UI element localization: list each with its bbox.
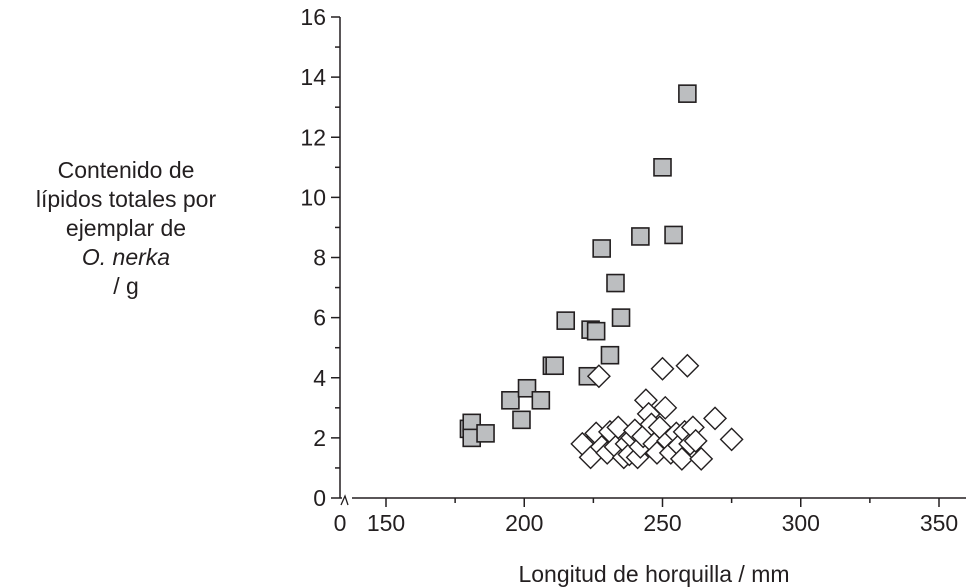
x-tick-label: 250 [643, 510, 681, 536]
y-axis-title-line-1: Contenido de [57, 157, 195, 183]
diamond-point [653, 395, 678, 420]
square-point [631, 227, 650, 246]
y-tick-label: 14 [300, 64, 326, 90]
y-tick-label: 6 [313, 305, 326, 331]
square-point [600, 345, 620, 365]
square-point [556, 311, 576, 330]
diamond-point [719, 427, 744, 452]
square-point [586, 321, 606, 341]
square-point [517, 378, 537, 398]
diamond-point [683, 428, 708, 453]
y-tick-label: 16 [300, 4, 326, 30]
x-tick-label: 300 [782, 510, 820, 536]
diamond-point [606, 415, 631, 440]
square-point [592, 239, 611, 258]
x-tick-label: 350 [920, 510, 958, 536]
square-point [476, 424, 495, 443]
square-point [512, 410, 531, 430]
square-point [606, 273, 625, 293]
data-points [459, 84, 744, 471]
y-axis-title-line-2: lípidos totales por [35, 186, 217, 212]
x-axis-break-mark [340, 494, 349, 506]
y-ticks: 0 2 4 6 8 10 12 14 16 [300, 4, 340, 511]
x-ticks: 0 150 200 250 300 350 [334, 498, 958, 536]
square-point [545, 356, 564, 376]
y-tick-label: 2 [313, 425, 326, 451]
y-tick-label: 8 [313, 245, 326, 271]
square-point [501, 390, 520, 410]
x-axis-title: Longitud de horquilla / mm [518, 561, 789, 587]
diamond-point [675, 353, 700, 378]
x-tick-label: 0 [334, 510, 347, 536]
diamond-point [650, 356, 675, 381]
y-axis-title-line-3: ejemplar de [65, 215, 187, 241]
y-tick-label: 4 [313, 365, 326, 391]
x-tick-label: 150 [367, 510, 405, 536]
y-axis-title-line-5: / g [113, 273, 139, 299]
square-point [531, 390, 551, 410]
y-axis-title: Contenido de lípidos totales por ejempla… [0, 156, 252, 301]
diamond-point [689, 446, 714, 471]
y-tick-label: 10 [300, 184, 326, 210]
y-axis-title-line-4: O. nerka [81, 244, 171, 270]
diamond-point [669, 446, 694, 471]
y-tick-label: 12 [300, 124, 326, 150]
square-point [611, 308, 631, 327]
x-tick-label: 200 [505, 510, 543, 536]
square-point [678, 84, 697, 103]
square-point [653, 158, 672, 177]
diamond-point [703, 406, 728, 431]
y-tick-label: 0 [313, 485, 326, 511]
square-point [664, 225, 683, 245]
diamond-point [586, 364, 611, 389]
